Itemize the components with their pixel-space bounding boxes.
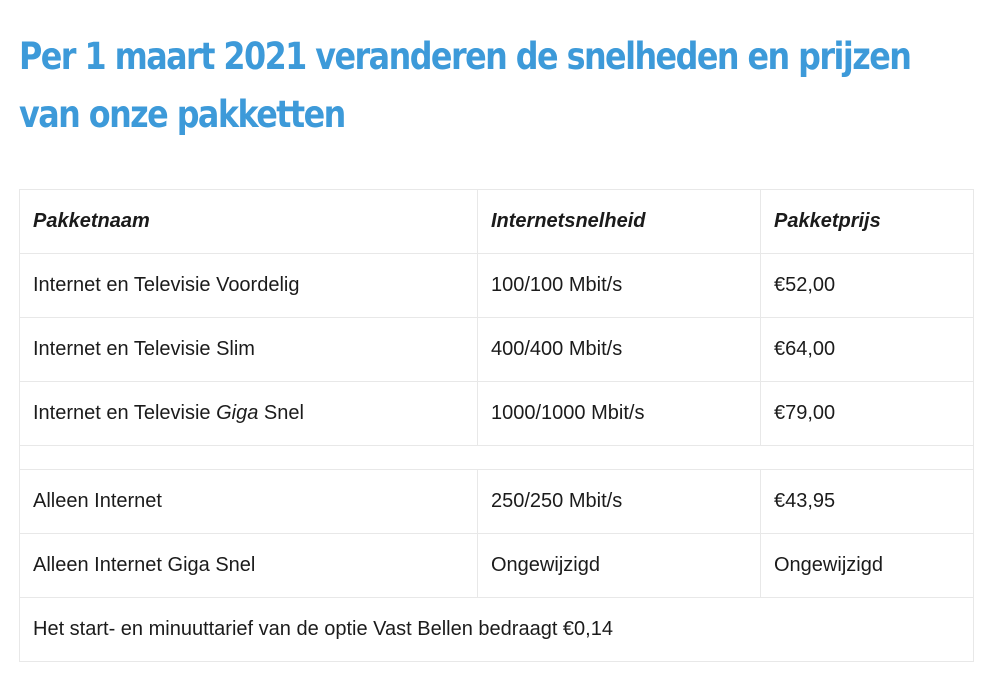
package-name-cell: Alleen Internet — [19, 469, 478, 534]
package-price-cell: Ongewijzigd — [760, 533, 974, 598]
package-price-cell: €79,00 — [760, 381, 974, 446]
package-name-emphasis: Giga — [216, 402, 259, 424]
footnote-text: Het start- en minuuttarief van de optie … — [19, 597, 974, 662]
package-name: Internet en Televisie Slim — [33, 338, 255, 360]
table-row: Alleen Internet 250/250 Mbit/s €43,95 — [19, 469, 974, 534]
package-name-cell: Internet en Televisie Slim — [19, 317, 478, 382]
table-spacer-row — [19, 445, 974, 470]
internet-speed-cell: 400/400 Mbit/s — [477, 317, 761, 382]
internet-speed-cell: Ongewijzigd — [477, 533, 761, 598]
spacer-cell — [19, 445, 974, 470]
page-title: Per 1 maart 2021 veranderen de snelheden… — [19, 28, 912, 144]
package-price-cell: €64,00 — [760, 317, 974, 382]
package-name-cell: Internet en Televisie Giga Snel — [19, 381, 478, 446]
package-name: Internet en Televisie Voordelig — [33, 274, 300, 296]
page-title-line-2: van onze pakketten — [19, 93, 346, 136]
table-row: Internet en Televisie Giga Snel 1000/100… — [19, 381, 974, 446]
table-footnote-row: Het start- en minuuttarief van de optie … — [19, 597, 974, 662]
internet-speed-cell: 1000/1000 Mbit/s — [477, 381, 761, 446]
price-table: Pakketnaam Internetsnelheid Pakketprijs … — [19, 189, 974, 662]
table-row: Alleen Internet Giga Snel Ongewijzigd On… — [19, 533, 974, 598]
package-name-cell: Internet en Televisie Voordelig — [19, 253, 478, 318]
page-title-line-1: Per 1 maart 2021 veranderen de snelheden… — [19, 35, 912, 78]
column-header-package-price: Pakketprijs — [760, 189, 974, 254]
internet-speed-cell: 250/250 Mbit/s — [477, 469, 761, 534]
package-name-cell: Alleen Internet Giga Snel — [19, 533, 478, 598]
column-header-package-name: Pakketnaam — [19, 189, 478, 254]
package-name-prefix: Internet en Televisie — [33, 402, 217, 424]
table-header-row: Pakketnaam Internetsnelheid Pakketprijs — [19, 189, 974, 254]
column-header-internet-speed: Internetsnelheid — [477, 189, 761, 254]
internet-speed-cell: 100/100 Mbit/s — [477, 253, 761, 318]
table-row: Internet en Televisie Voordelig 100/100 … — [19, 253, 974, 318]
package-price-cell: €43,95 — [760, 469, 974, 534]
package-price-cell: €52,00 — [760, 253, 974, 318]
package-name-suffix: Snel — [258, 402, 304, 424]
table-row: Internet en Televisie Slim 400/400 Mbit/… — [19, 317, 974, 382]
